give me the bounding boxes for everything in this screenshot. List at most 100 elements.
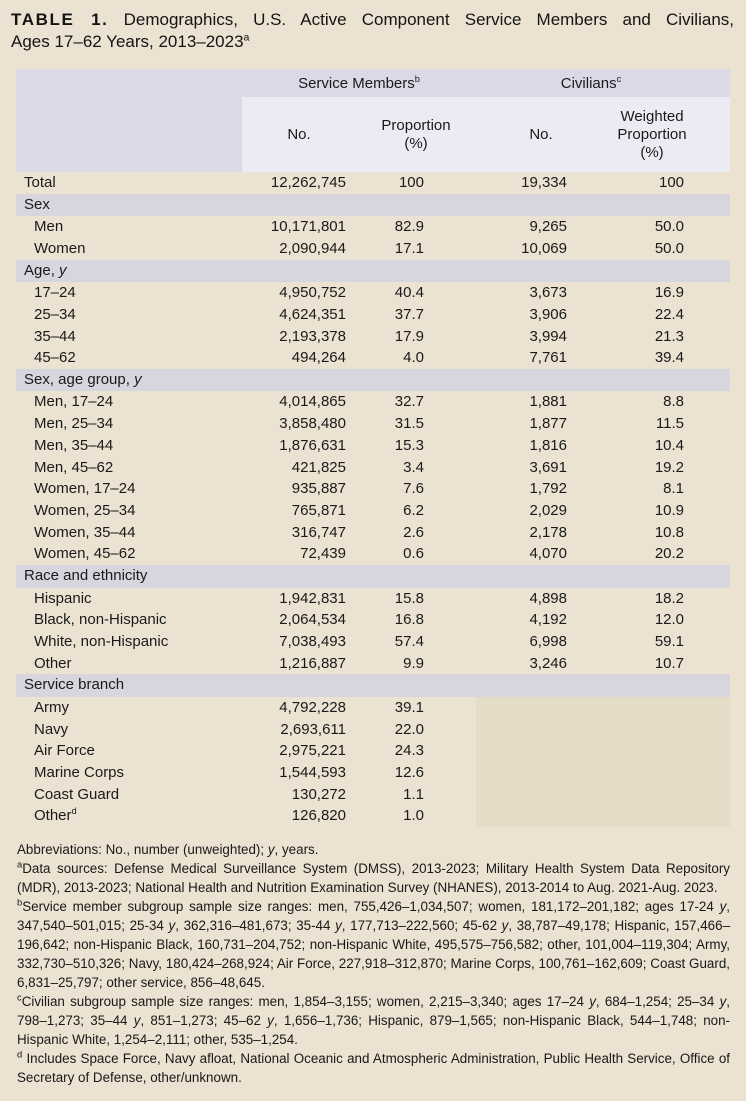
cell-civilian-no: 4,070: [529, 545, 567, 563]
table-row: Coast Guard 130,272 1.1: [16, 783, 731, 806]
table-row: Army 4,792,228 39.1: [16, 696, 731, 719]
group-header-service-members: Service Membersb: [242, 69, 476, 97]
row-label: Hispanic: [34, 589, 92, 607]
section-row: Sex, age group, y: [16, 368, 731, 392]
footnotes: Abbreviations: No., number (unweighted);…: [17, 840, 730, 1087]
cell-service-no: 126,820: [291, 807, 346, 825]
section-header: Sex: [16, 193, 731, 217]
cell-civilian-no: 19,334: [521, 174, 567, 191]
cell-civilian-weighted-proportion: 50.0: [654, 218, 685, 236]
group-header-row: Service Membersb Civiliansc: [16, 69, 731, 97]
cell-service-no: 2,693,611: [280, 720, 346, 738]
cell-service-proportion: 12.6: [394, 763, 424, 781]
cell-civilian-weighted-proportion: 10.7: [654, 654, 685, 672]
cell-civilian-weighted-proportion: [606, 718, 731, 741]
cell-service-proportion: 100: [398, 174, 424, 191]
cell-civilian-weighted-proportion: 10.4: [654, 436, 685, 454]
cell-civilian-no: [476, 805, 606, 828]
cell-service-no: 10,171,801: [270, 218, 346, 236]
table-row: Women, 35–44 316,747 2.6 2,178 10.8: [16, 522, 730, 544]
cell-civilian-no: 3,691: [529, 458, 567, 476]
cell-service-no: 316,747: [291, 523, 346, 541]
table-row: Otherd 126,820 1.0: [16, 805, 731, 828]
cell-service-proportion: 82.9: [394, 218, 424, 236]
cell-civilian-weighted-proportion: 8.8: [663, 393, 685, 411]
cell-civilian-weighted-proportion: 21.3: [654, 327, 685, 345]
cell-civilian-no: 7,761: [529, 349, 567, 367]
footnote: cCivilian subgroup sample size ranges: m…: [17, 992, 730, 1048]
footnote: aData sources: Defense Medical Surveilla…: [17, 859, 730, 896]
header-spacer: [16, 69, 242, 97]
cell-service-no: 1,942,831: [279, 589, 346, 607]
cell-civilian-weighted-proportion: 22.4: [654, 305, 685, 323]
table-title-line1: TABLE 1. Demographics, U.S. Active Compo…: [11, 9, 734, 31]
cell-service-no: 72,439: [300, 545, 346, 563]
cell-service-no: 494,264: [291, 349, 346, 367]
cell-civilian-no: 1,816: [529, 436, 567, 454]
cell-civilian-no: 1,792: [529, 480, 567, 498]
cell-service-no: 4,014,865: [279, 393, 346, 411]
cell-service-proportion: 24.3: [394, 742, 424, 760]
table-row: Men, 35–44 1,876,631 15.3 1,816 10.4: [16, 435, 730, 457]
cell-service-proportion: 6.2: [403, 501, 424, 519]
cell-service-no: 4,950,752: [279, 284, 346, 302]
table-row: 17–24 4,950,752 40.4 3,673 16.9: [16, 282, 730, 304]
cell-civilian-no: [476, 740, 606, 762]
cell-civilian-weighted-proportion: 19.2: [654, 458, 685, 476]
row-label: Navy: [34, 720, 69, 738]
cell-service-proportion: 37.7: [394, 305, 424, 323]
table-row: Air Force 2,975,221 24.3: [16, 740, 731, 762]
table-row: White, non-Hispanic 7,038,493 57.4 6,998 59.…: [16, 631, 730, 653]
row-label: Coast Guard: [34, 785, 120, 803]
cell-civilian-weighted-proportion: [606, 696, 731, 719]
cell-service-proportion: 3.4: [403, 458, 424, 476]
table-row: Women 2,090,944 17.1 10,069 50.0: [16, 238, 730, 260]
row-label: Women, 35–44: [34, 523, 136, 541]
table-title-line2: Ages 17–62 Years, 2013–2023a: [11, 30, 250, 51]
cell-civilian-weighted-proportion: 20.2: [654, 545, 685, 563]
cell-service-no: 2,975,221: [279, 742, 346, 760]
table-header: Service Membersb Civiliansc No. Proporti…: [16, 69, 731, 172]
table-row: Men, 45–62 421,825 3.4 3,691 19.2: [16, 457, 730, 479]
table-body: Total 12,262,745 100 19,334 100 Sex Men 10,171,…: [16, 172, 731, 828]
cell-service-proportion: 2.6: [403, 523, 424, 541]
footnote: bService member subgroup sample size ran…: [17, 897, 731, 991]
cell-service-no: 4,624,351: [279, 305, 346, 323]
table-row: Women, 25–34 765,871 6.2 2,029 10.9: [16, 500, 730, 522]
cell-service-proportion: 15.8: [394, 589, 424, 607]
cell-service-no: 765,871: [291, 501, 346, 519]
cell-service-no: 421,825: [291, 458, 346, 476]
cell-civilian-no: 3,673: [529, 284, 567, 302]
cell-civilian-weighted-proportion: [606, 761, 731, 784]
cell-civilian-weighted-proportion: [606, 805, 731, 828]
section-row: Service branch: [16, 674, 731, 697]
cell-service-no: 1,544,593: [279, 763, 346, 781]
row-label: Marine Corps: [34, 763, 125, 781]
section-header: Sex, age group, y: [16, 368, 731, 392]
table-row: Men, 25–34 3,858,480 31.5 1,877 11.5: [16, 413, 730, 435]
cell-service-proportion: 1.0: [403, 807, 424, 825]
cell-service-proportion: 16.8: [394, 611, 424, 629]
row-label: 45–62: [34, 349, 76, 367]
cell-civilian-no: 3,994: [529, 327, 567, 345]
row-label: Men, 25–34: [34, 415, 114, 433]
row-label: Women, 25–34: [34, 501, 136, 519]
table-row: Women, 45–62 72,439 0.6 4,070 20.2: [16, 543, 730, 565]
cell-civilian-weighted-proportion: 11.5: [655, 415, 685, 433]
section-row: Sex: [16, 193, 731, 217]
cell-civilian-weighted-proportion: 39.4: [654, 349, 685, 367]
row-label: Black, non-Hispanic: [34, 611, 167, 629]
cell-service-proportion: 17.9: [394, 327, 424, 345]
cell-service-proportion: 31.5: [394, 415, 424, 433]
row-label: Women: [34, 239, 86, 257]
cell-service-proportion: 39.1: [394, 698, 424, 716]
demographics-table: Service Membersb Civiliansc No. Proporti…: [16, 69, 731, 828]
cell-service-no: 1,216,887: [279, 654, 346, 672]
group-header-civilians: Civiliansc: [476, 69, 731, 97]
cell-civilian-no: 10,069: [521, 239, 567, 257]
footnote: d Includes Space Force, Navy afloat, Nat…: [17, 1049, 730, 1086]
table-title-text: Demographics, U.S. Active Component Serv…: [123, 10, 734, 29]
cell-service-no: 7,038,493: [279, 632, 346, 650]
cell-civilian-no: 3,246: [529, 654, 567, 672]
